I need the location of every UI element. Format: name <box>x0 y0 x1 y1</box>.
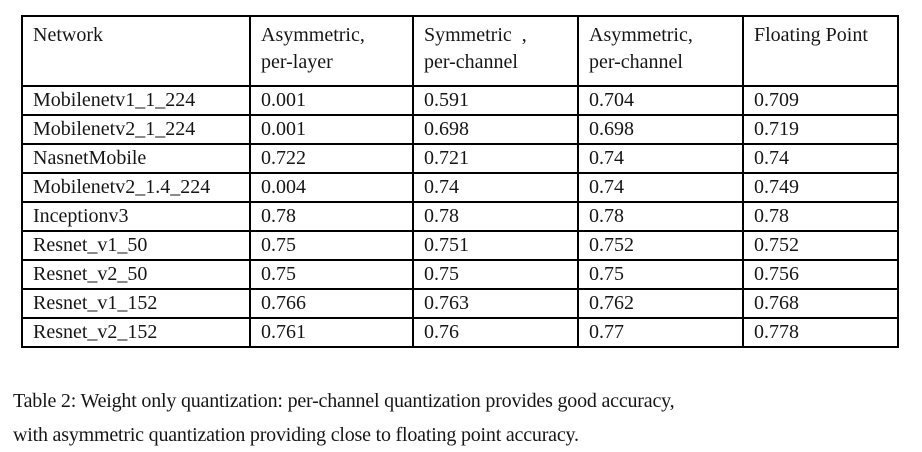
accuracy-value-cell: 0.698 <box>412 114 579 145</box>
table-row: Mobilenetv2_1.4_224 0.004 0.74 0.74 0.749 <box>21 172 899 203</box>
table-row: Resnet_v2_152 0.761 0.76 0.77 0.778 <box>21 317 899 348</box>
accuracy-value-cell: 0.752 <box>577 230 744 261</box>
accuracy-value-cell: 0.75 <box>249 230 414 261</box>
accuracy-value-cell: 0.001 <box>249 114 414 145</box>
table-row: Inceptionv3 0.78 0.78 0.78 0.78 <box>21 201 899 232</box>
column-header-asymmetric-per-layer: Asymmetric, per-layer <box>249 15 414 87</box>
table-row: Resnet_v2_50 0.75 0.75 0.75 0.756 <box>21 259 899 290</box>
column-header-line1: Asymmetric, <box>261 24 365 46</box>
accuracy-value-cell: 0.698 <box>577 114 744 145</box>
caption-line-2: with asymmetric quantization providing c… <box>13 424 579 446</box>
table-row: Resnet_v1_50 0.75 0.751 0.752 0.752 <box>21 230 899 261</box>
accuracy-value-cell: 0.719 <box>742 114 899 145</box>
network-name-cell: Mobilenetv2_1_224 <box>21 114 251 145</box>
accuracy-value-cell: 0.749 <box>742 172 899 203</box>
table-caption: Table 2: Weight only quantization: per-c… <box>13 384 893 452</box>
accuracy-value-cell: 0.722 <box>249 143 414 174</box>
accuracy-value-cell: 0.75 <box>249 259 414 290</box>
accuracy-value-cell: 0.709 <box>742 85 899 116</box>
accuracy-value-cell: 0.766 <box>249 288 414 319</box>
column-header-line1: Symmetric , <box>424 24 527 46</box>
accuracy-value-cell: 0.751 <box>412 230 579 261</box>
accuracy-value-cell: 0.001 <box>249 85 414 116</box>
accuracy-value-cell: 0.721 <box>412 143 579 174</box>
network-name-cell: Inceptionv3 <box>21 201 251 232</box>
quantization-results-table: Network Asymmetric, per-layer Symmetric , pe… <box>21 15 899 348</box>
accuracy-value-cell: 0.778 <box>742 317 899 348</box>
table-body: Mobilenetv1_1_224 0.001 0.591 0.704 0.709 Mob… <box>21 85 899 348</box>
accuracy-value-cell: 0.76 <box>412 317 579 348</box>
column-header-line1: Asymmetric, <box>589 24 693 46</box>
column-header-line1: Floating Point <box>754 24 868 46</box>
header-row: Network Asymmetric, per-layer Symmetric , pe… <box>21 15 899 87</box>
accuracy-value-cell: 0.77 <box>577 317 744 348</box>
table-header: Network Asymmetric, per-layer Symmetric , pe… <box>21 15 899 87</box>
column-header-network: Network <box>21 15 251 87</box>
column-header-line2: per-layer <box>261 51 333 73</box>
column-header-asymmetric-per-channel: Asymmetric, per-channel <box>577 15 744 87</box>
accuracy-value-cell: 0.762 <box>577 288 744 319</box>
accuracy-value-cell: 0.75 <box>412 259 579 290</box>
table-row: Mobilenetv2_1_224 0.001 0.698 0.698 0.719 <box>21 114 899 145</box>
network-name-cell: Mobilenetv2_1.4_224 <box>21 172 251 203</box>
accuracy-value-cell: 0.74 <box>412 172 579 203</box>
table-row: NasnetMobile 0.722 0.721 0.74 0.74 <box>21 143 899 174</box>
network-name-cell: NasnetMobile <box>21 143 251 174</box>
accuracy-value-cell: 0.74 <box>742 143 899 174</box>
accuracy-value-cell: 0.78 <box>412 201 579 232</box>
accuracy-value-cell: 0.74 <box>577 172 744 203</box>
column-header-line1: Network <box>33 24 103 46</box>
network-name-cell: Resnet_v1_152 <box>21 288 251 319</box>
network-name-cell: Resnet_v2_152 <box>21 317 251 348</box>
accuracy-value-cell: 0.768 <box>742 288 899 319</box>
table-row: Mobilenetv1_1_224 0.001 0.591 0.704 0.709 <box>21 85 899 116</box>
accuracy-value-cell: 0.78 <box>577 201 744 232</box>
column-header-line2: per-channel <box>424 51 518 73</box>
accuracy-value-cell: 0.761 <box>249 317 414 348</box>
accuracy-value-cell: 0.78 <box>249 201 414 232</box>
accuracy-value-cell: 0.75 <box>577 259 744 290</box>
column-header-symmetric-per-channel: Symmetric , per-channel <box>412 15 579 87</box>
caption-line-1: Table 2: Weight only quantization: per-c… <box>13 390 675 412</box>
network-name-cell: Resnet_v1_50 <box>21 230 251 261</box>
column-header-line2: per-channel <box>589 51 683 73</box>
network-name-cell: Mobilenetv1_1_224 <box>21 85 251 116</box>
accuracy-value-cell: 0.78 <box>742 201 899 232</box>
network-name-cell: Resnet_v2_50 <box>21 259 251 290</box>
column-header-floating-point: Floating Point <box>742 15 899 87</box>
accuracy-value-cell: 0.704 <box>577 85 744 116</box>
accuracy-value-cell: 0.74 <box>577 143 744 174</box>
accuracy-value-cell: 0.756 <box>742 259 899 290</box>
accuracy-value-cell: 0.004 <box>249 172 414 203</box>
table-row: Resnet_v1_152 0.766 0.763 0.762 0.768 <box>21 288 899 319</box>
accuracy-value-cell: 0.752 <box>742 230 899 261</box>
accuracy-value-cell: 0.763 <box>412 288 579 319</box>
accuracy-value-cell: 0.591 <box>412 85 579 116</box>
